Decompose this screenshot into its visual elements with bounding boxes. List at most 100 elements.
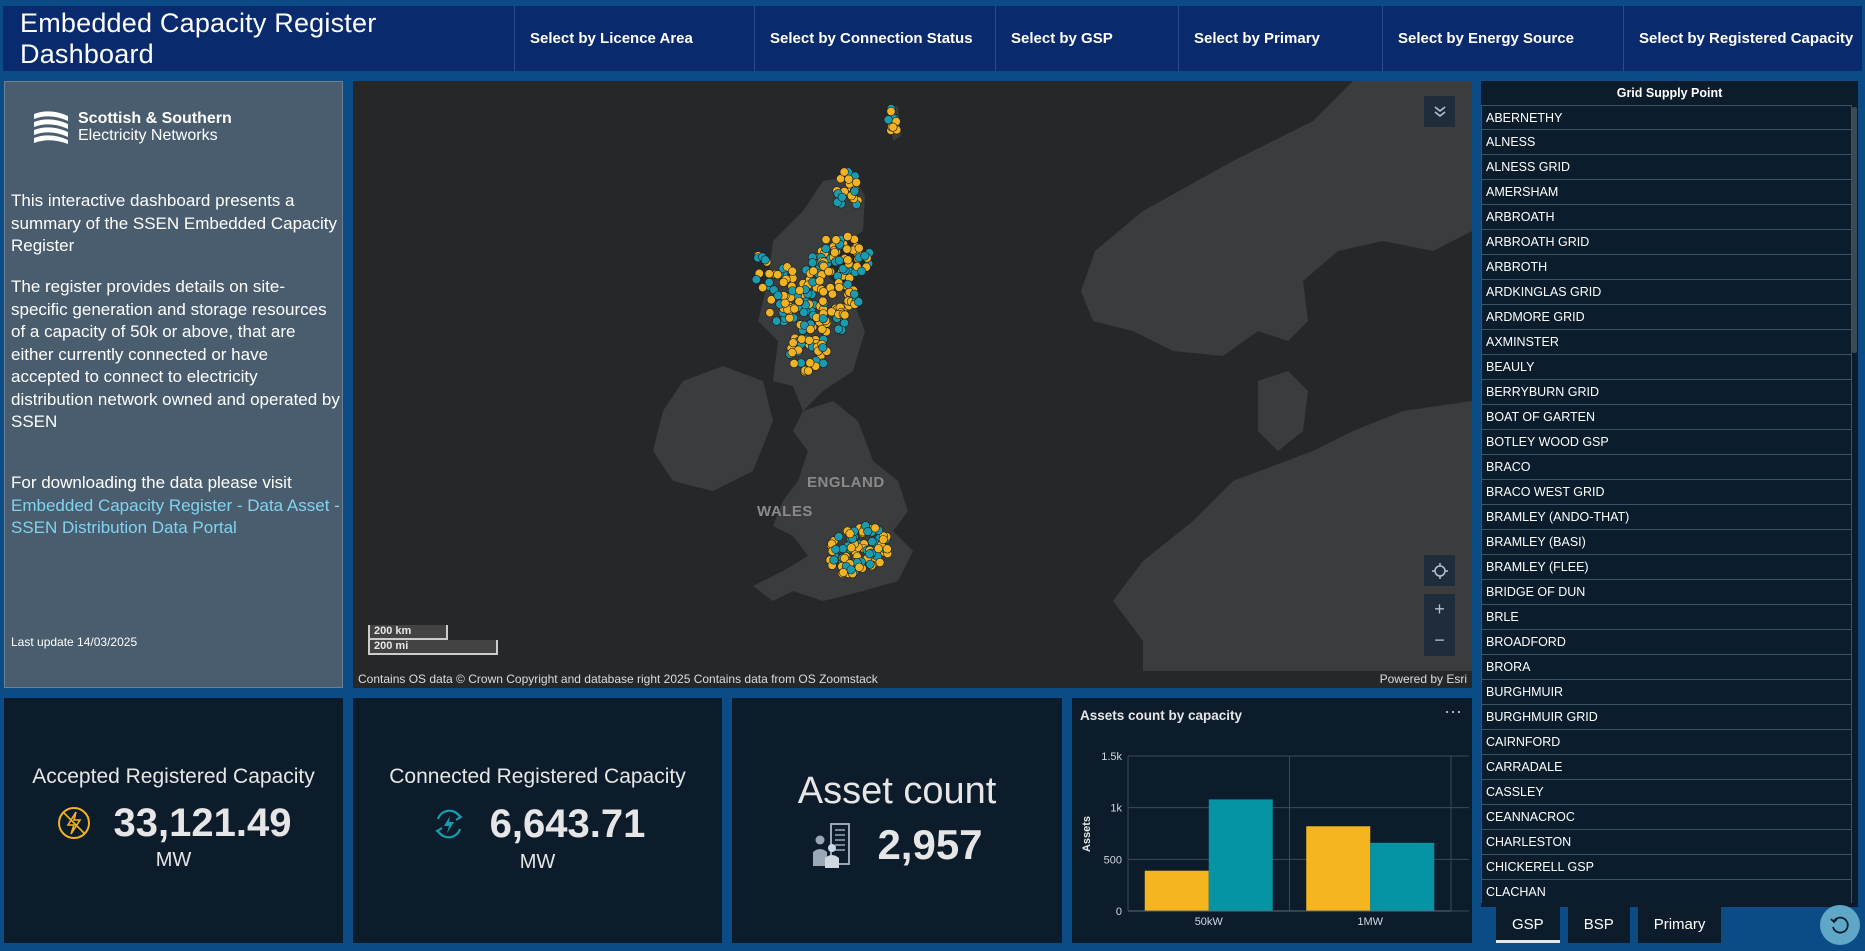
gsp-list-item[interactable]: BRAMLEY (BASI)	[1481, 530, 1852, 555]
locate-button[interactable]	[1424, 555, 1455, 586]
gsp-list-item[interactable]: ARDKINGLAS GRID	[1481, 280, 1852, 305]
asset-point[interactable]	[789, 358, 799, 368]
refresh-button[interactable]	[1820, 905, 1860, 945]
gsp-list-item[interactable]: CLACHAN	[1481, 880, 1852, 903]
asset-point[interactable]	[766, 295, 776, 305]
asset-point[interactable]	[842, 244, 852, 254]
asset-point[interactable]	[873, 544, 883, 554]
gsp-list-item[interactable]: BRAMLEY (ANDO-THAT)	[1481, 505, 1852, 530]
more-options-icon[interactable]: ⋯	[1444, 702, 1462, 722]
gsp-list-item[interactable]: BROADFORD	[1481, 630, 1852, 655]
gsp-list-item[interactable]: ARBROTH	[1481, 255, 1852, 280]
asset-point[interactable]	[827, 289, 837, 299]
asset-point[interactable]	[834, 532, 844, 542]
zoom-out-button[interactable]: −	[1424, 625, 1455, 656]
asset-point[interactable]	[829, 555, 839, 565]
asset-point[interactable]	[888, 122, 898, 132]
asset-point[interactable]	[830, 247, 840, 257]
tab-registered-capacity[interactable]: Select by Registered Capacity	[1639, 30, 1854, 47]
asset-point[interactable]	[780, 298, 790, 308]
asset-point[interactable]	[764, 278, 774, 288]
asset-point[interactable]	[772, 316, 782, 326]
asset-point[interactable]	[846, 543, 856, 553]
tab-gsp-list[interactable]: GSP	[1496, 907, 1560, 943]
gsp-list-item[interactable]: ALNESS GRID	[1481, 155, 1852, 180]
tab-primary[interactable]: Select by Primary	[1179, 6, 1383, 71]
gsp-list-item[interactable]: BRIDGE OF DUN	[1481, 580, 1852, 605]
gsp-list-item[interactable]: BOTLEY WOOD GSP	[1481, 430, 1852, 455]
asset-point[interactable]	[854, 562, 864, 572]
asset-point[interactable]	[838, 567, 848, 577]
gsp-list-item[interactable]: CEANNACROC	[1481, 805, 1852, 830]
powered-by[interactable]: Powered by Esri	[1379, 672, 1467, 686]
asset-point[interactable]	[789, 304, 799, 314]
asset-point[interactable]	[849, 289, 859, 299]
asset-point[interactable]	[837, 192, 847, 202]
asset-point[interactable]	[815, 276, 825, 286]
gsp-list-item[interactable]: BRAMLEY (FLEE)	[1481, 555, 1852, 580]
gsp-list-item[interactable]: AXMINSTER	[1481, 330, 1852, 355]
asset-point[interactable]	[797, 334, 807, 344]
gsp-list-item[interactable]: BERRYBURN GRID	[1481, 380, 1852, 405]
asset-point[interactable]	[808, 266, 818, 276]
asset-point[interactable]	[818, 358, 828, 368]
gsp-list-item[interactable]: BEAULY	[1481, 355, 1852, 380]
asset-point[interactable]	[865, 549, 875, 559]
map-view[interactable]: ENGLAND WALES + − 200 km 200 mi Contains…	[353, 81, 1472, 688]
asset-point[interactable]	[831, 235, 841, 245]
gsp-list-item[interactable]: ABERNETHY	[1481, 105, 1852, 130]
asset-point[interactable]	[843, 279, 853, 289]
asset-point[interactable]	[788, 338, 798, 348]
gsp-list[interactable]: ABERNETHY ALNESS ALNESS GRID AMERSHAM ARBROA…	[1481, 105, 1852, 903]
asset-point[interactable]	[818, 314, 828, 324]
asset-point[interactable]	[857, 266, 867, 276]
tab-gsp[interactable]: Select by GSP	[996, 6, 1179, 71]
gsp-list-item[interactable]: CAIRNFORD	[1481, 730, 1852, 755]
asset-point[interactable]	[839, 167, 849, 177]
asset-point[interactable]	[787, 348, 797, 358]
asset-point[interactable]	[883, 115, 893, 125]
asset-point[interactable]	[840, 310, 850, 320]
asset-point[interactable]	[867, 537, 877, 547]
gsp-scrollbar[interactable]	[1852, 107, 1857, 353]
tab-bsp-list[interactable]: BSP	[1567, 907, 1630, 943]
gsp-list-item[interactable]: ALNESS	[1481, 130, 1852, 155]
gsp-list-item[interactable]: CASSLEY	[1481, 780, 1852, 805]
asset-point[interactable]	[838, 264, 848, 274]
gsp-list-item[interactable]: CHARLESTON	[1481, 830, 1852, 855]
asset-point[interactable]	[787, 266, 797, 276]
asset-point[interactable]	[805, 358, 815, 368]
asset-point[interactable]	[843, 255, 853, 265]
asset-point[interactable]	[854, 297, 864, 307]
gsp-list-item[interactable]: BRORA	[1481, 655, 1852, 680]
asset-point[interactable]	[807, 258, 817, 268]
asset-point[interactable]	[817, 324, 827, 334]
asset-point[interactable]	[818, 296, 828, 306]
gsp-list-item[interactable]: ARBROATH GRID	[1481, 230, 1852, 255]
asset-point[interactable]	[863, 527, 873, 537]
asset-point[interactable]	[833, 324, 843, 334]
gsp-list-item[interactable]: BRACO	[1481, 455, 1852, 480]
asset-point[interactable]	[760, 255, 770, 265]
asset-point[interactable]	[854, 243, 864, 253]
asset-point[interactable]	[765, 308, 775, 318]
asset-point[interactable]	[818, 343, 828, 353]
gsp-list-item[interactable]: ARBROATH	[1481, 205, 1852, 230]
asset-point[interactable]	[799, 307, 809, 317]
asset-point[interactable]	[846, 565, 856, 575]
asset-point[interactable]	[803, 366, 813, 376]
asset-point[interactable]	[773, 270, 783, 280]
asset-point[interactable]	[818, 287, 828, 297]
asset-point[interactable]	[805, 324, 815, 334]
asset-point[interactable]	[886, 106, 896, 116]
asset-point[interactable]	[860, 251, 870, 261]
asset-point[interactable]	[878, 535, 888, 545]
asset-point[interactable]	[844, 174, 854, 184]
asset-point[interactable]	[870, 523, 880, 533]
gsp-list-item[interactable]: BURGHMUIR GRID	[1481, 705, 1852, 730]
asset-point[interactable]	[834, 256, 844, 266]
collapse-button[interactable]	[1424, 96, 1455, 127]
gsp-list-item[interactable]: CHICKERELL GSP	[1481, 855, 1852, 880]
zoom-in-button[interactable]: +	[1424, 594, 1455, 625]
asset-point[interactable]	[821, 244, 831, 254]
